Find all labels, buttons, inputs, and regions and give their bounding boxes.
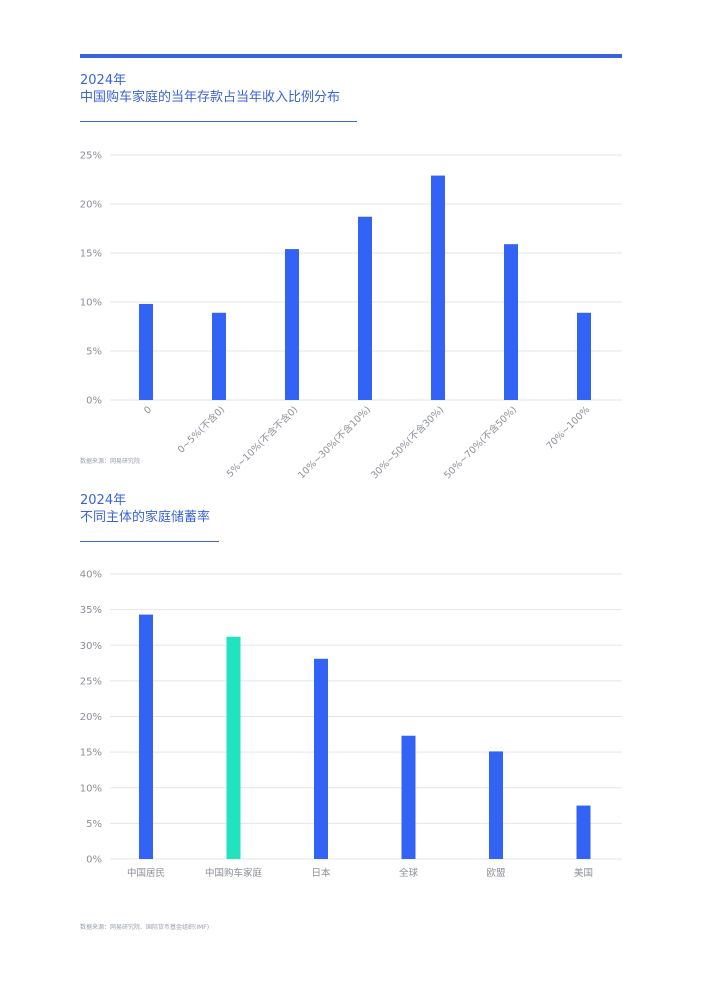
- top-accent-bar: [80, 54, 622, 58]
- chart2-y-tick-label: 10%: [80, 783, 102, 794]
- chart2-title-underline: [80, 541, 219, 542]
- chart2-category-label: 美国: [574, 867, 593, 879]
- chart1-y-tick-label: 10%: [80, 298, 102, 309]
- chart1-bar: [139, 303, 153, 400]
- chart2-y-tick-label: 15%: [80, 748, 102, 759]
- chart2-category-label: 日本: [311, 867, 331, 879]
- chart1-bar: [431, 175, 445, 400]
- chart1-y-tick-label: 25%: [80, 151, 102, 162]
- chart1-y-tick-label: 0%: [86, 396, 102, 407]
- chart1-bar: [285, 249, 299, 400]
- chart2-category-label: 欧盟: [486, 867, 506, 879]
- chart2-category-label: 全球: [399, 867, 419, 879]
- chart2-y-tick-label: 0%: [86, 855, 102, 866]
- chart1-title-underline: [80, 121, 357, 122]
- chart1-bar: [358, 216, 372, 400]
- chart1-y-tick-label: 5%: [86, 347, 102, 358]
- chart1-bar: [504, 244, 518, 400]
- chart2-category-label: 中国购车家庭: [205, 867, 263, 879]
- chart2-y-tick-label: 25%: [80, 676, 102, 687]
- chart2-y-tick-label: 5%: [86, 819, 102, 830]
- chart2-year: 2024年: [80, 493, 127, 508]
- chart2-bar: [314, 658, 328, 859]
- chart2-title: 不同主体的家庭储蓄率: [80, 510, 211, 525]
- chart2-bar: [139, 614, 153, 859]
- chart1-header: 2024年 中国购车家庭的当年存款占当年收入比例分布: [80, 72, 340, 106]
- chart2-bar: [401, 735, 416, 859]
- chart2-bar: [576, 805, 591, 859]
- chart1-y-tick-label: 20%: [80, 200, 102, 211]
- chart2-header: 2024年 不同主体的家庭储蓄率: [80, 492, 210, 526]
- chart2-y-tick-label: 40%: [80, 570, 102, 581]
- chart2-source: 数据来源：网易研究院、国际货币基金组织(IMF): [80, 924, 210, 931]
- chart2-bar: [226, 636, 241, 859]
- chart1-y-tick-label: 15%: [80, 249, 102, 260]
- chart1-source: 数据来源：网易研究院: [80, 458, 141, 465]
- chart1-bar: [212, 312, 226, 400]
- chart2-bar: [489, 751, 503, 859]
- chart1-title: 中国购车家庭的当年存款占当年收入比例分布: [80, 90, 341, 105]
- chart2-y-tick-label: 20%: [80, 712, 102, 723]
- chart2-category-label: 中国居民: [127, 867, 165, 879]
- chart1-year: 2024年: [80, 73, 127, 88]
- chart2-y-tick-label: 30%: [80, 641, 102, 652]
- chart1-bar: [577, 312, 591, 400]
- chart2-y-tick-label: 35%: [80, 605, 102, 616]
